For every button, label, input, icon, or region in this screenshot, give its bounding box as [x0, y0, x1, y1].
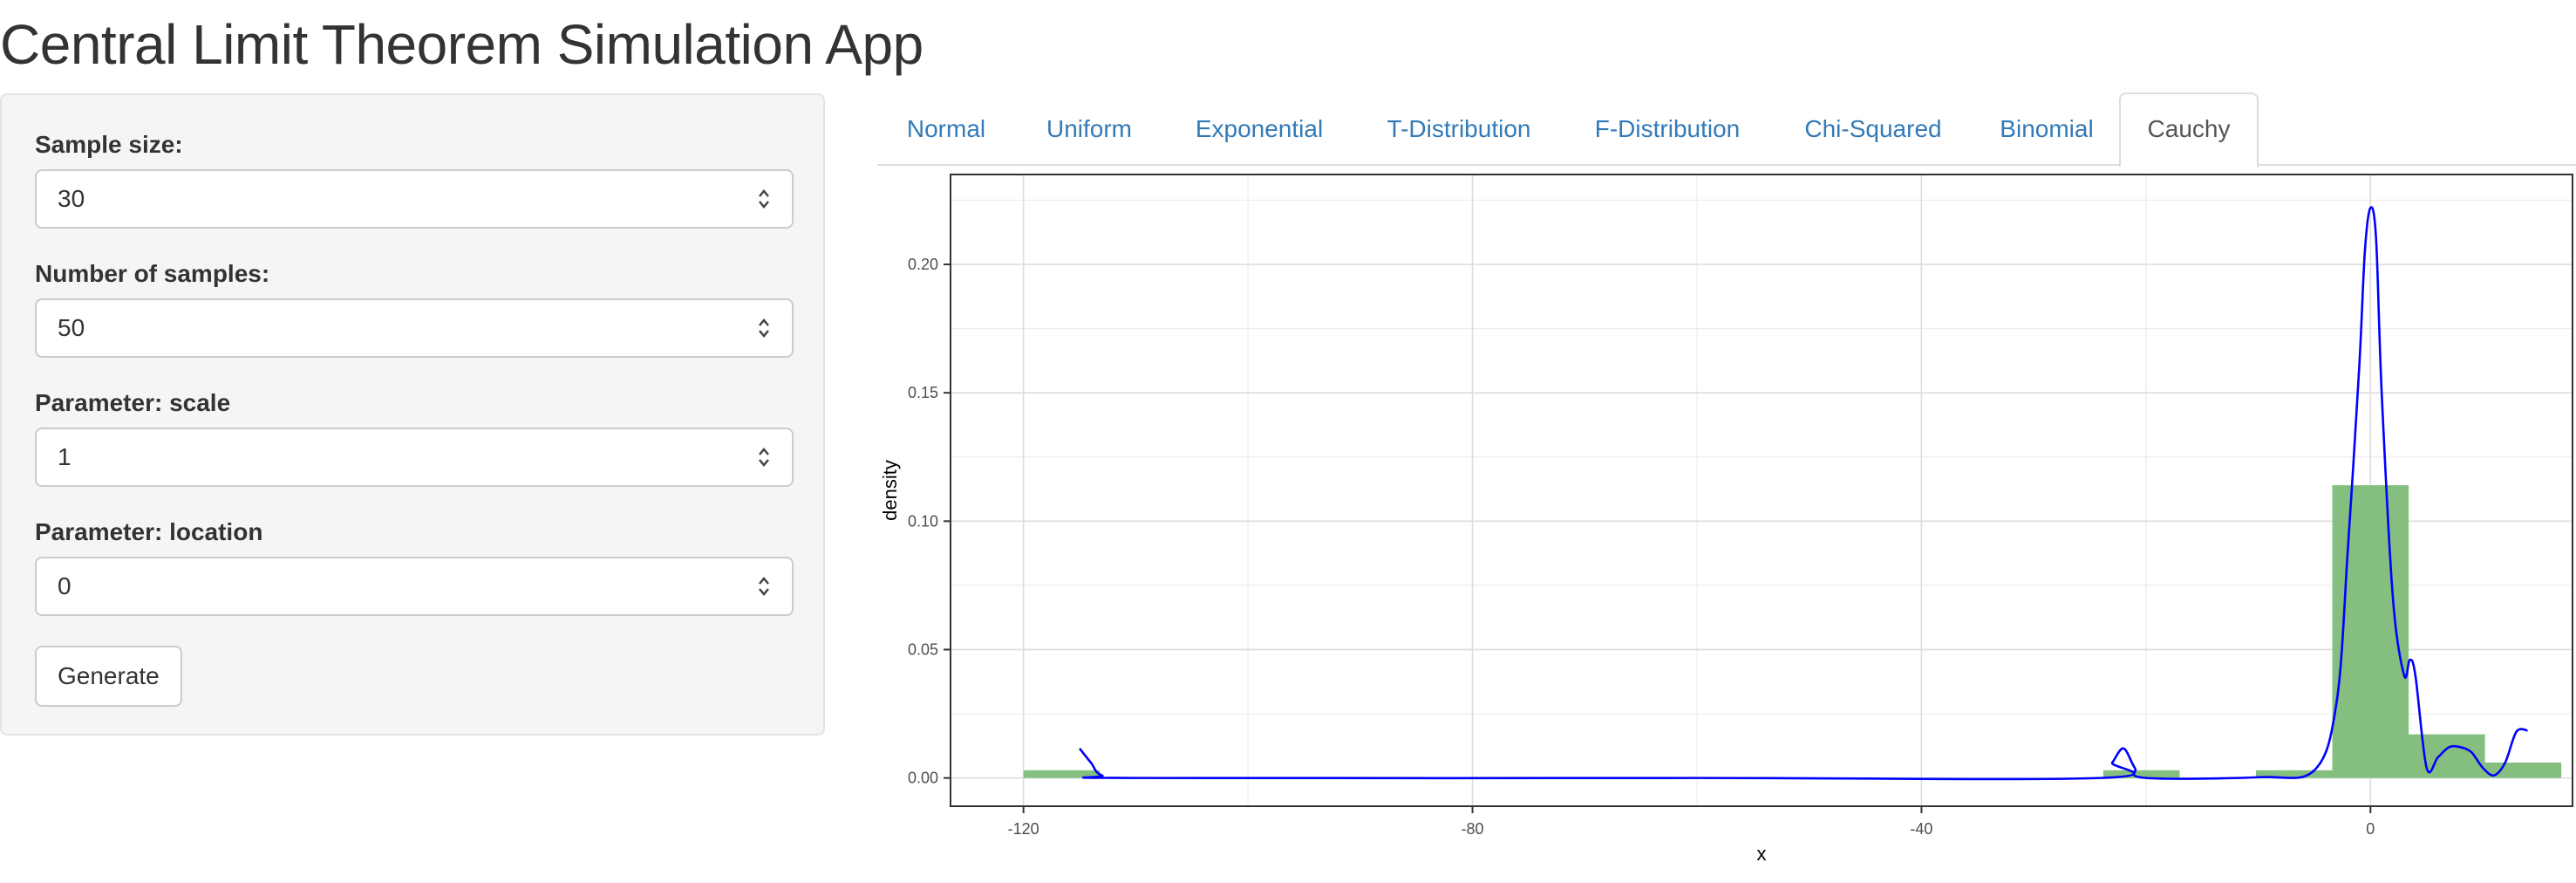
scale-field: Parameter: scale 1: [35, 386, 794, 487]
y-axis-label: density: [879, 460, 901, 521]
location-field: Parameter: location 0: [35, 515, 794, 616]
scale-value: 1: [58, 443, 72, 470]
location-input[interactable]: 0: [35, 557, 794, 616]
x-tick-label: -120: [1008, 820, 1039, 838]
y-tick-label: 0.10: [908, 512, 938, 530]
num-samples-field: Number of samples: 50: [35, 257, 794, 358]
y-tick-label: 0.20: [908, 256, 938, 273]
tab-normal[interactable]: Normal: [906, 115, 986, 142]
histogram-bar: [2102, 770, 2180, 778]
x-tick-label: -80: [1462, 820, 1484, 838]
y-tick-label: 0.05: [908, 640, 938, 658]
x-axis-ticks: -120 -80 -40 0: [1008, 806, 2375, 838]
sample-size-field: Sample size: 30: [35, 127, 794, 229]
spinner-icon[interactable]: [757, 445, 771, 469]
histogram-bar: [2484, 762, 2562, 778]
tab-f-distribution[interactable]: F-Distribution: [1594, 115, 1741, 142]
sample-size-input[interactable]: 30: [35, 169, 794, 229]
x-tick-label: 0: [2366, 820, 2375, 838]
x-tick-label: -40: [1910, 820, 1932, 838]
num-samples-input[interactable]: 50: [35, 298, 794, 358]
plot-gridlines: [951, 175, 2573, 806]
scale-input[interactable]: 1: [35, 428, 794, 487]
tab-exponential[interactable]: Exponential: [1195, 115, 1324, 142]
spinner-icon[interactable]: [757, 187, 771, 211]
generate-button[interactable]: Generate: [35, 646, 182, 707]
num-samples-label: Number of samples:: [35, 260, 270, 287]
y-tick-label: 0.15: [908, 384, 938, 401]
sidebar-panel: Sample size: 30 Number of samples: 50 Pa…: [0, 93, 825, 736]
density-plot: -120 -80 -40 0 0.00 0.05 0.10 0.15 0.20 x densi…: [879, 174, 2573, 864]
density-curve: [1079, 206, 2528, 781]
histogram-bar: [2256, 770, 2333, 778]
spinner-icon[interactable]: [757, 574, 771, 599]
y-axis-ticks: 0.00 0.05 0.10 0.15 0.20: [908, 256, 951, 787]
histogram-bar: [1023, 770, 1101, 778]
y-tick-label: 0.00: [908, 770, 938, 787]
sample-size-value: 30: [58, 185, 85, 212]
tab-uniform[interactable]: Uniform: [1046, 115, 1132, 142]
tab-t-distribution[interactable]: T-Distribution: [1387, 115, 1531, 142]
scale-label: Parameter: scale: [35, 389, 231, 416]
x-axis-label: x: [1757, 843, 1767, 864]
tab-cauchy[interactable]: Cauchy: [2119, 92, 2259, 168]
location-value: 0: [58, 572, 72, 599]
spinner-icon[interactable]: [757, 316, 771, 340]
distribution-tabs: Normal Uniform Exponential T-Distributio…: [877, 92, 2576, 168]
tab-chi-squared[interactable]: Chi-Squared: [1804, 115, 1942, 142]
page-title: Central Limit Theorem Simulation App: [0, 13, 923, 76]
histogram-bar: [2409, 734, 2485, 778]
location-label: Parameter: location: [35, 518, 263, 545]
plot-panel-border: [950, 174, 2573, 807]
num-samples-value: 50: [58, 314, 85, 341]
sample-size-label: Sample size:: [35, 131, 183, 158]
tab-binomial[interactable]: Binomial: [2000, 115, 2094, 142]
